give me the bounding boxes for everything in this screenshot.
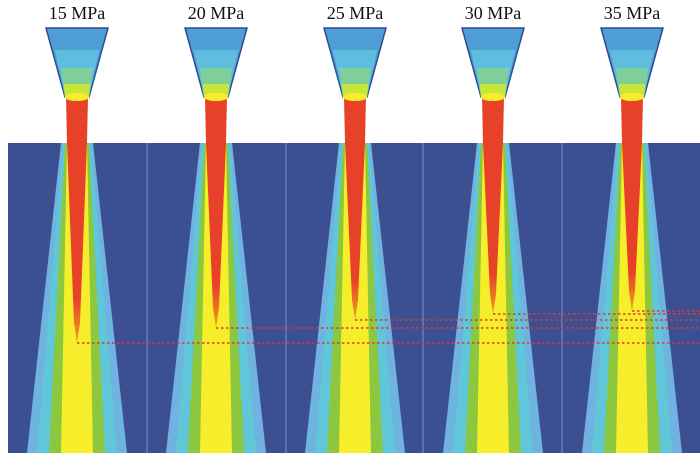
nozzle-outlet (204, 93, 228, 101)
pressure-label: 15 MPa (49, 3, 106, 23)
pressure-label: 30 MPa (465, 3, 522, 23)
jet-core (344, 97, 366, 320)
pressure-label: 25 MPa (327, 3, 384, 23)
jet-panel: 15 MPa (27, 3, 127, 453)
jet-core (482, 97, 504, 314)
nozzle-outlet (65, 93, 89, 101)
nozzle-outlet (343, 93, 367, 101)
jet-panel: 35 MPa (582, 3, 682, 453)
nozzle-outlet (620, 93, 644, 101)
nozzle-outlet (481, 93, 505, 101)
jet-core (66, 97, 88, 343)
jet-panel: 25 MPa (305, 3, 405, 453)
jet-core (621, 97, 643, 311)
jet-core (205, 97, 227, 328)
pressure-label: 20 MPa (188, 3, 245, 23)
pressure-label: 35 MPa (604, 3, 661, 23)
jet-panel: 30 MPa (443, 3, 543, 453)
jet-panel: 20 MPa (166, 3, 266, 453)
